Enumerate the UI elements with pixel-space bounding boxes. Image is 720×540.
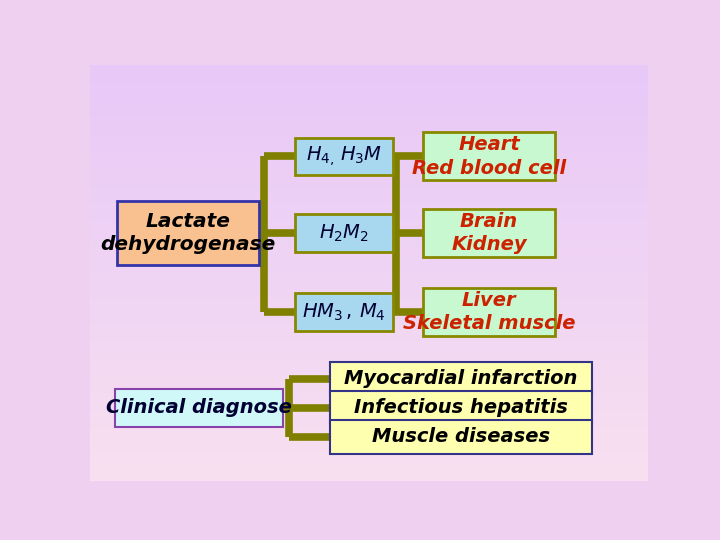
- Text: $\mathit{HM}_{3}\,,\,\mathit{M}_{4}$: $\mathit{HM}_{3}\,,\,\mathit{M}_{4}$: [302, 301, 386, 323]
- FancyBboxPatch shape: [330, 420, 593, 454]
- FancyBboxPatch shape: [423, 210, 554, 257]
- FancyBboxPatch shape: [330, 362, 593, 395]
- Text: Lactate
dehydrogenase: Lactate dehydrogenase: [100, 212, 275, 254]
- Text: Heart
Red blood cell: Heart Red blood cell: [412, 135, 566, 178]
- FancyBboxPatch shape: [330, 391, 593, 424]
- Text: $\mathit{H}_{4,}\,\mathit{H}_{3}\mathit{M}$: $\mathit{H}_{4,}\,\mathit{H}_{3}\mathit{…: [306, 144, 382, 168]
- Text: Infectious hepatitis: Infectious hepatitis: [354, 399, 568, 417]
- Text: Muscle diseases: Muscle diseases: [372, 428, 550, 447]
- Text: Liver
Skeletal muscle: Liver Skeletal muscle: [402, 291, 575, 334]
- FancyBboxPatch shape: [295, 293, 392, 331]
- FancyBboxPatch shape: [117, 201, 258, 266]
- Text: Myocardial infarction: Myocardial infarction: [344, 369, 577, 388]
- Text: $\mathit{H}_{2}\mathit{M}_{2}$: $\mathit{H}_{2}\mathit{M}_{2}$: [319, 222, 369, 244]
- Text: Brain
Kidney: Brain Kidney: [451, 212, 527, 254]
- FancyBboxPatch shape: [423, 132, 554, 180]
- Text: Clinical diagnose: Clinical diagnose: [106, 399, 292, 417]
- FancyBboxPatch shape: [295, 214, 392, 252]
- FancyBboxPatch shape: [115, 389, 282, 427]
- FancyBboxPatch shape: [295, 138, 392, 175]
- FancyBboxPatch shape: [423, 288, 554, 336]
